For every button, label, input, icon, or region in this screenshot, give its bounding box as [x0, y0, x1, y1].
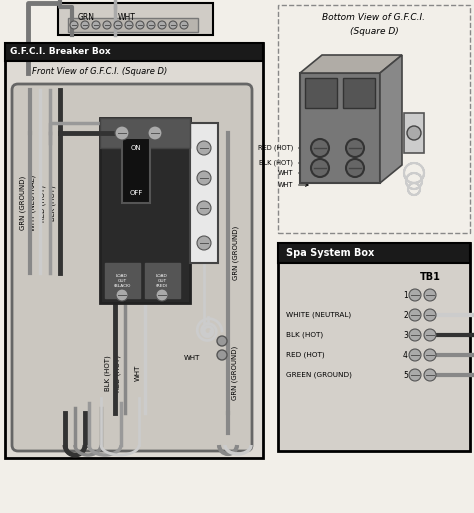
Bar — [343, 78, 375, 108]
Circle shape — [409, 309, 421, 321]
Text: ON: ON — [131, 145, 141, 151]
Text: BLK (HOT): BLK (HOT) — [259, 160, 308, 166]
Circle shape — [217, 350, 227, 360]
Text: BLK (HOT): BLK (HOT) — [50, 185, 56, 221]
Text: RED (HOT): RED (HOT) — [286, 352, 325, 358]
Circle shape — [125, 21, 133, 29]
Circle shape — [409, 289, 421, 301]
Bar — [100, 118, 190, 303]
Circle shape — [346, 139, 364, 157]
FancyBboxPatch shape — [12, 84, 252, 451]
Bar — [5, 43, 263, 61]
Bar — [100, 118, 190, 148]
Text: WHT: WHT — [135, 365, 141, 381]
Circle shape — [409, 349, 421, 361]
Text: WHT (NEUTRAL): WHT (NEUTRAL) — [30, 175, 36, 231]
Circle shape — [180, 21, 188, 29]
Circle shape — [70, 21, 78, 29]
Text: RED (HOT): RED (HOT) — [258, 145, 308, 151]
Text: WHT: WHT — [183, 355, 200, 361]
Circle shape — [148, 126, 162, 140]
Circle shape — [136, 21, 144, 29]
Polygon shape — [300, 55, 402, 73]
Bar — [145, 263, 180, 298]
Text: RED (HOT): RED (HOT) — [115, 354, 121, 391]
Text: Front View of G.F.C.I. (Square D): Front View of G.F.C.I. (Square D) — [32, 67, 168, 75]
Circle shape — [103, 21, 111, 29]
Bar — [404, 113, 424, 153]
Bar — [5, 43, 263, 458]
Bar — [305, 78, 337, 108]
Bar — [68, 18, 198, 32]
Text: TB1: TB1 — [420, 272, 441, 282]
Bar — [58, 3, 213, 35]
Text: 5: 5 — [403, 370, 408, 380]
Circle shape — [158, 21, 166, 29]
Text: LOAD
OUT
(BLACK): LOAD OUT (BLACK) — [113, 274, 131, 288]
Circle shape — [424, 349, 436, 361]
Text: BLK (HOT): BLK (HOT) — [286, 332, 323, 338]
Circle shape — [311, 139, 329, 157]
Text: GRN (GROUND): GRN (GROUND) — [20, 176, 26, 230]
Text: WHT: WHT — [277, 170, 308, 176]
Circle shape — [197, 236, 211, 250]
Text: 1: 1 — [403, 290, 408, 300]
Circle shape — [217, 336, 227, 346]
Text: WHITE (NEUTRAL): WHITE (NEUTRAL) — [286, 312, 351, 318]
Bar — [105, 263, 140, 298]
Circle shape — [424, 309, 436, 321]
Polygon shape — [380, 55, 402, 183]
Text: Bottom View of G.F.C.I.: Bottom View of G.F.C.I. — [322, 12, 426, 22]
Circle shape — [156, 289, 168, 301]
Bar — [122, 138, 150, 203]
Text: G.F.C.I. Breaker Box: G.F.C.I. Breaker Box — [10, 48, 110, 56]
Circle shape — [197, 171, 211, 185]
Text: LOAD
OUT
(RED): LOAD OUT (RED) — [156, 274, 168, 288]
Text: WHT: WHT — [118, 12, 136, 22]
Circle shape — [115, 126, 129, 140]
Circle shape — [114, 21, 122, 29]
Text: GRN: GRN — [78, 12, 95, 22]
Circle shape — [197, 141, 211, 155]
Text: (Square D): (Square D) — [350, 27, 398, 35]
Bar — [278, 243, 470, 451]
Circle shape — [424, 289, 436, 301]
Text: Spa System Box: Spa System Box — [286, 248, 374, 258]
Text: 2: 2 — [403, 310, 408, 320]
Bar — [278, 5, 470, 233]
Bar — [190, 123, 218, 263]
Text: RED (HOT): RED (HOT) — [40, 185, 46, 222]
Text: GRN (GROUND): GRN (GROUND) — [232, 346, 238, 400]
Circle shape — [147, 21, 155, 29]
Text: OFF: OFF — [129, 190, 143, 196]
Bar — [278, 243, 470, 263]
Circle shape — [169, 21, 177, 29]
Circle shape — [409, 369, 421, 381]
Circle shape — [197, 201, 211, 215]
Text: BLK (HOT): BLK (HOT) — [105, 355, 111, 391]
Circle shape — [424, 369, 436, 381]
Circle shape — [409, 329, 421, 341]
Circle shape — [116, 289, 128, 301]
Circle shape — [92, 21, 100, 29]
Bar — [300, 73, 380, 183]
Circle shape — [407, 126, 421, 140]
Circle shape — [81, 21, 89, 29]
Circle shape — [424, 329, 436, 341]
Circle shape — [346, 159, 364, 177]
Text: GRN (GROUND): GRN (GROUND) — [233, 226, 239, 280]
Text: GREEN (GROUND): GREEN (GROUND) — [286, 372, 352, 378]
Text: WHT: WHT — [277, 182, 308, 188]
Text: 3: 3 — [403, 330, 408, 340]
Circle shape — [311, 159, 329, 177]
Text: 4: 4 — [403, 350, 408, 360]
